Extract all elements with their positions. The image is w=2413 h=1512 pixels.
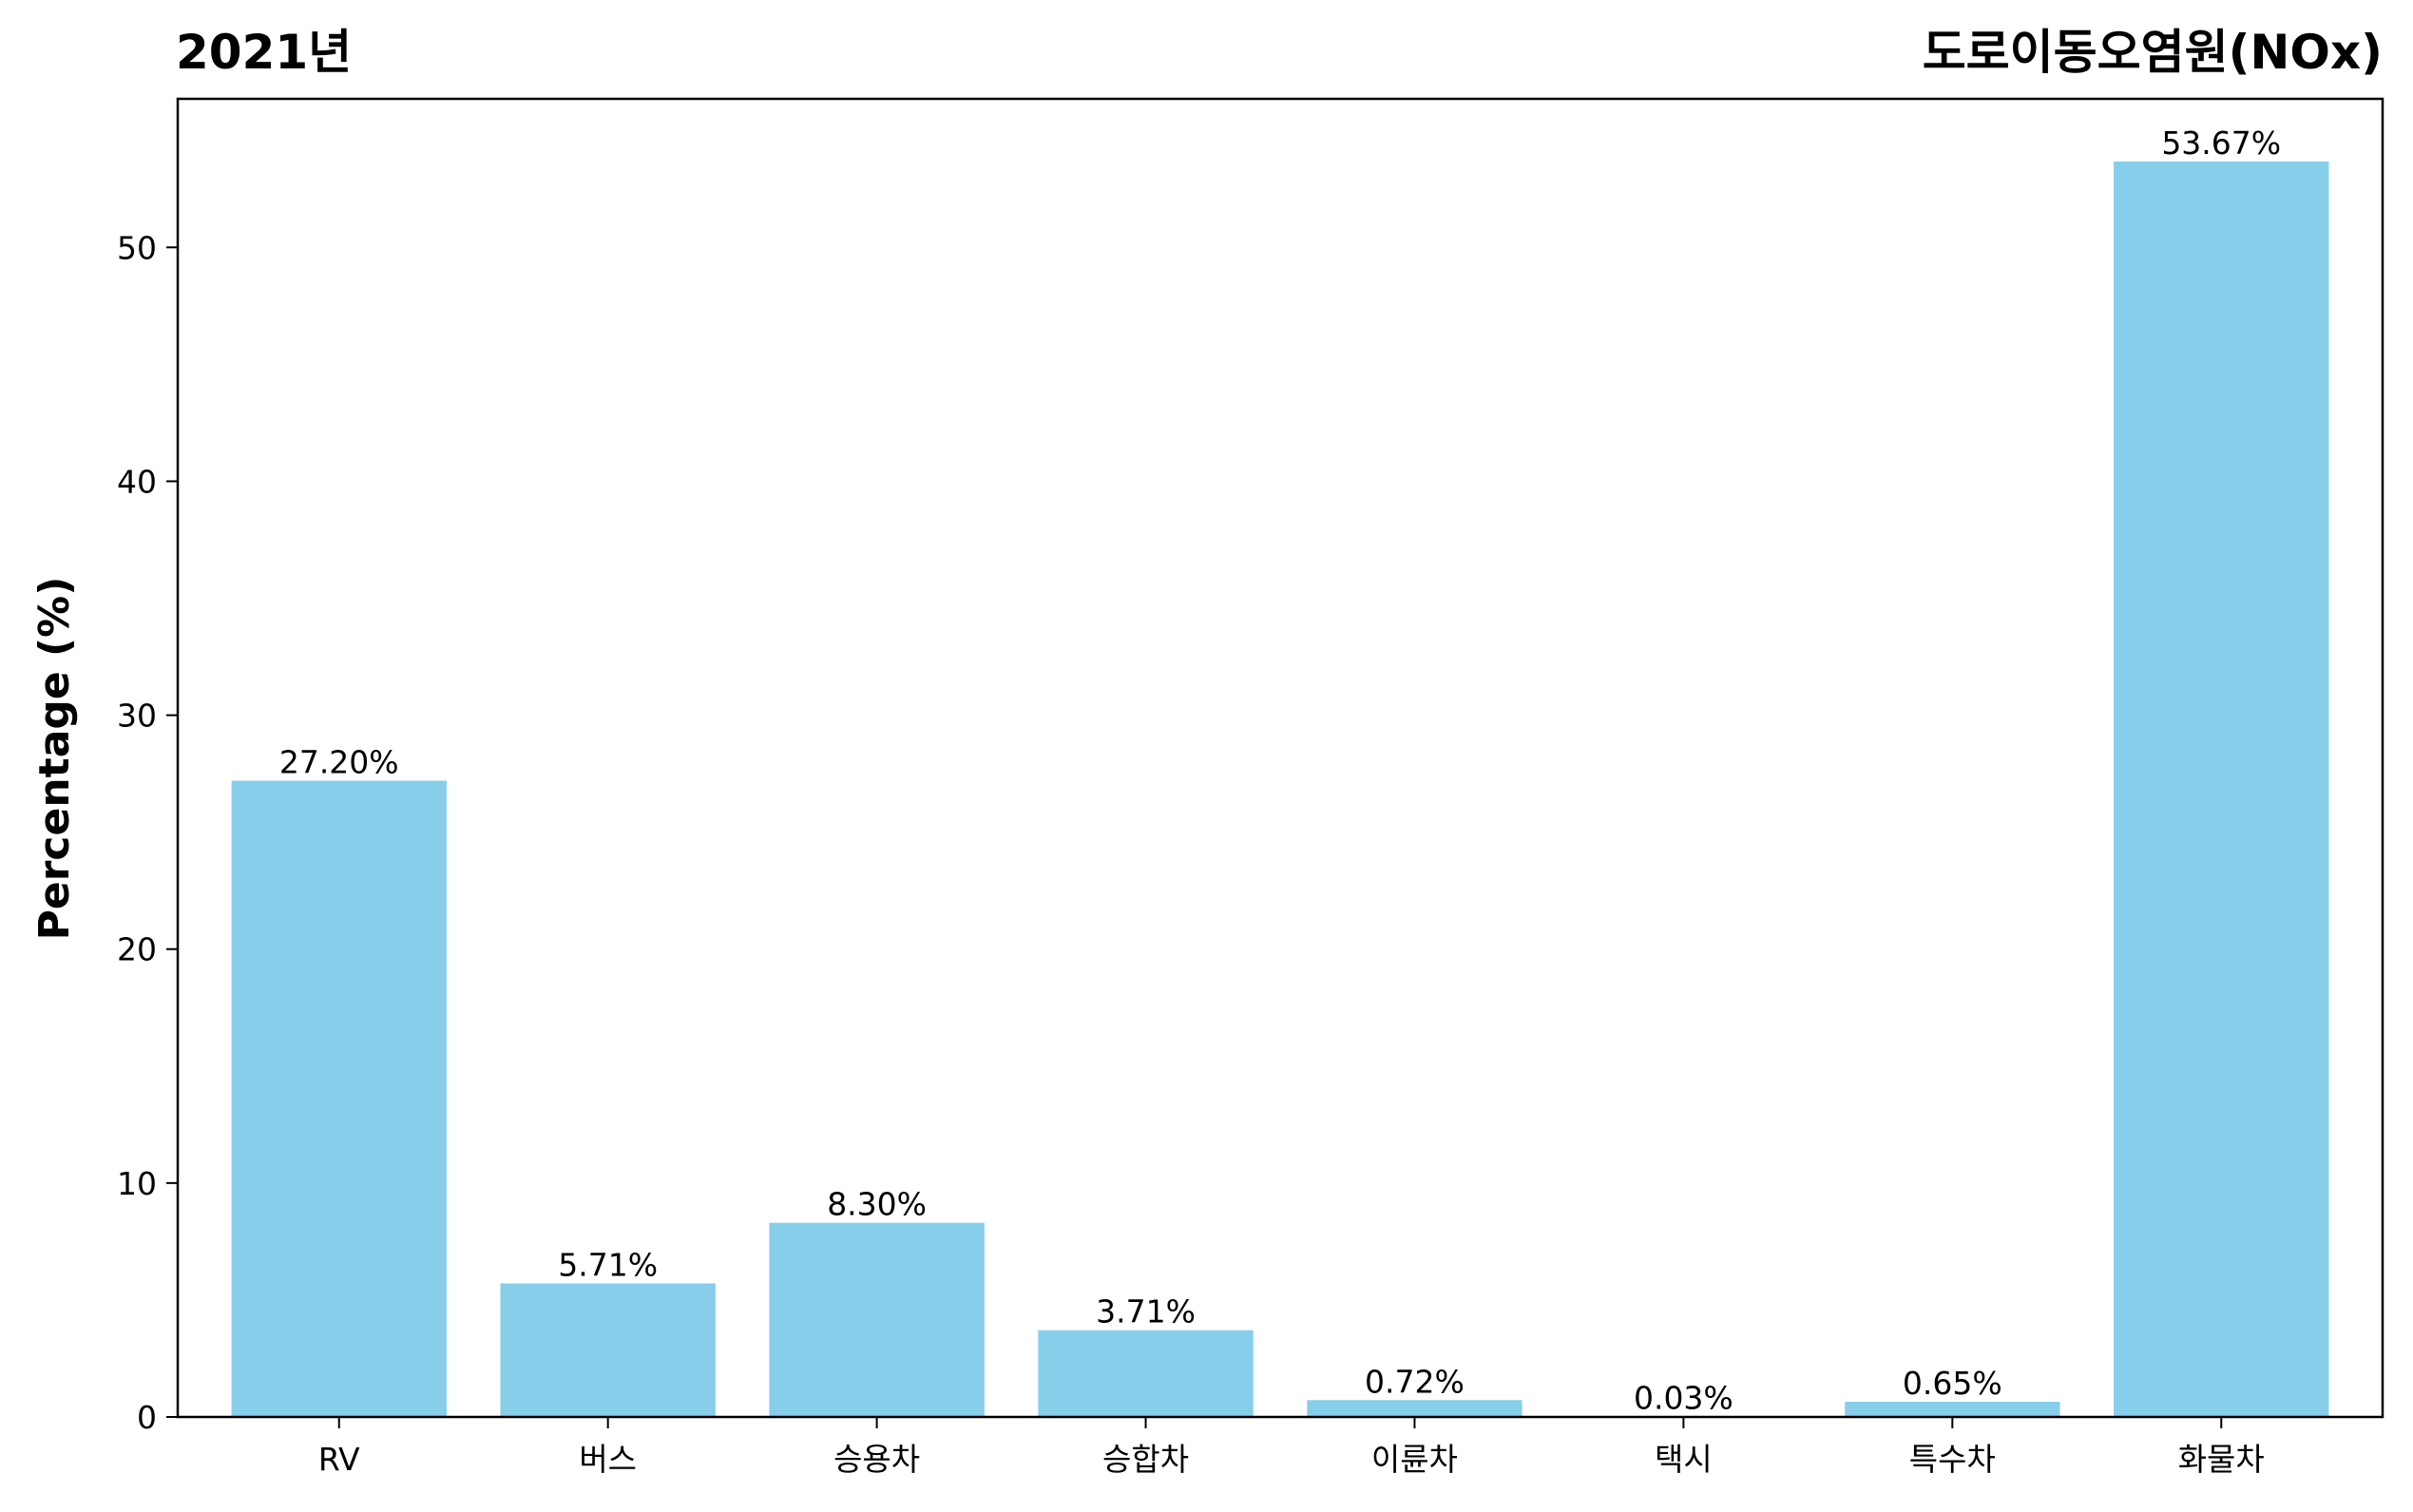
bar-0	[231, 780, 447, 1417]
bar-1	[500, 1283, 716, 1417]
bar-7	[2114, 161, 2329, 1417]
x-tick-label-0: RV	[318, 1441, 360, 1478]
bar-2	[769, 1222, 985, 1417]
y-axis-ticks: 0 10 20 30 40 50	[117, 229, 178, 1436]
x-tick-label-7: 화물차	[2178, 1441, 2265, 1478]
x-axis-ticks: RV 버스 승용차 승합차 이륜차 택시 특수차 화물차	[318, 1417, 2265, 1478]
y-tick-label-2: 20	[117, 931, 157, 968]
plot-frame	[176, 97, 2384, 1419]
bar-6	[1845, 1402, 2060, 1417]
x-tick-label-3: 승합차	[1102, 1441, 1189, 1478]
bars-group	[231, 161, 2329, 1417]
data-label-4: 0.72%	[1365, 1363, 1465, 1400]
y-tick-label-0: 0	[137, 1399, 157, 1436]
data-label-5: 0.03%	[1634, 1379, 1733, 1416]
data-label-3: 3.71%	[1096, 1293, 1196, 1330]
y-axis-label: Percentage (%)	[30, 577, 79, 941]
data-label-1: 5.71%	[558, 1246, 658, 1283]
x-tick-label-4: 이륜차	[1371, 1441, 1458, 1478]
y-tick-label-5: 50	[117, 229, 157, 266]
data-label-6: 0.65%	[1903, 1365, 2002, 1402]
x-tick-label-2: 승용차	[833, 1441, 920, 1478]
data-label-7: 53.67%	[2161, 124, 2281, 162]
y-tick-label-3: 30	[117, 698, 157, 735]
chart-title-category: 도로이동오염원(NOx)	[1923, 25, 2383, 80]
data-labels-group: 27.20% 5.71% 8.30% 3.71% 0.72% 0.03% 0.65% 53.6…	[279, 124, 2281, 1416]
bar-4	[1307, 1400, 1522, 1417]
data-label-0: 27.20%	[279, 743, 399, 780]
data-label-2: 8.30%	[827, 1186, 927, 1223]
x-tick-label-5: 택시	[1655, 1441, 1713, 1478]
chart-title-year: 2021년	[176, 25, 352, 80]
x-tick-label-6: 특수차	[1909, 1441, 1996, 1478]
y-tick-label-1: 10	[117, 1165, 157, 1202]
bar-3	[1038, 1330, 1254, 1417]
x-tick-label-1: 버스	[579, 1441, 637, 1478]
y-tick-label-4: 40	[117, 463, 157, 500]
